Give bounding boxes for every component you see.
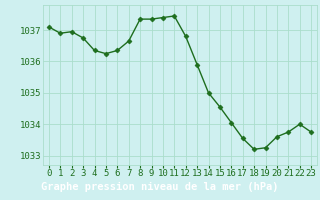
Text: Graphe pression niveau de la mer (hPa): Graphe pression niveau de la mer (hPa) (41, 182, 279, 192)
